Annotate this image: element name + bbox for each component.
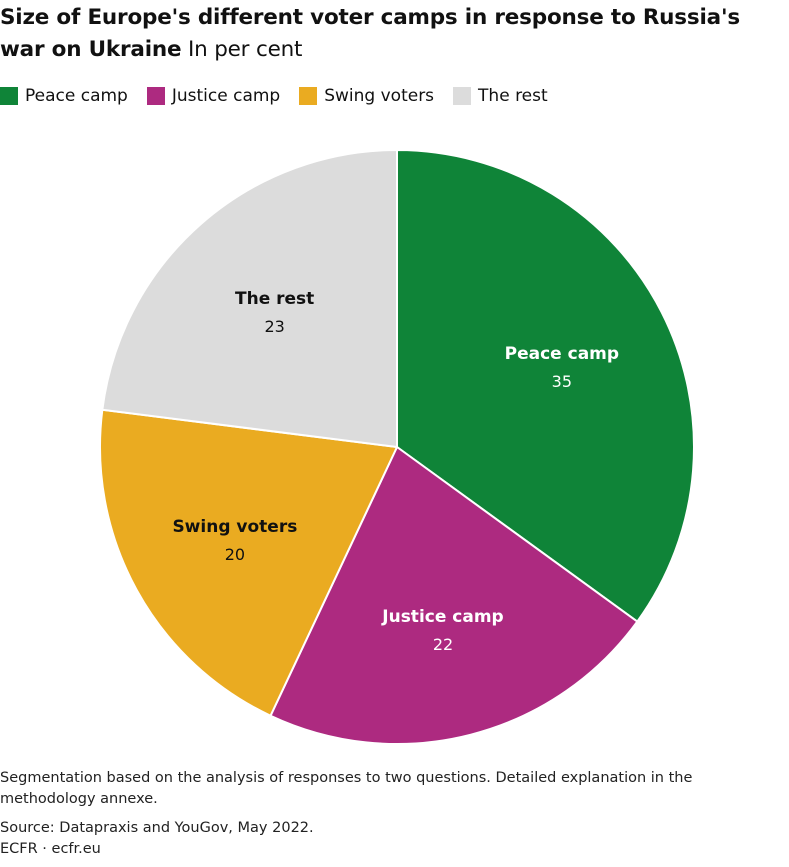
pie-slice-peace-camp — [396, 149, 695, 623]
legend-item: Swing voters — [299, 86, 434, 106]
pie-slice-swing-voters — [99, 408, 398, 717]
slice-value: 22 — [433, 635, 453, 654]
slice-label: Swing voters — [172, 517, 297, 537]
legend-item: The rest — [453, 86, 548, 106]
chart-footer: Segmentation based on the analysis of re… — [0, 768, 789, 860]
legend-label: Swing voters — [324, 86, 435, 106]
chart-title: Size of Europe's different voter camps i… — [0, 5, 740, 62]
legend-item: Justice camp — [146, 86, 281, 106]
pie-chart: Peace camp 35 Justice camp 22 Swing voters 20… — [0, 120, 789, 760]
legend-label: Justice camp — [171, 86, 281, 106]
slice-label: Peace camp — [505, 344, 619, 364]
legend-label: The rest — [478, 86, 548, 106]
legend-label: Peace camp — [25, 86, 128, 106]
legend-item: Peace camp — [0, 86, 128, 106]
legend-swatch — [146, 87, 165, 105]
chart-legend: Peace camp Justice camp Swing voters The re… — [0, 84, 567, 108]
slice-value: 35 — [552, 372, 572, 391]
chart-subtitle: In per cent — [188, 37, 303, 62]
methodology-note: Segmentation based on the analysis of re… — [0, 770, 693, 807]
source-note: Source: Datapraxis and YouGov, May 2022. — [0, 820, 314, 836]
legend-swatch — [299, 87, 318, 105]
pie-slice-the-rest — [101, 149, 398, 448]
credit-note: ECFR · ecfr.eu — [0, 841, 101, 857]
slice-value: 23 — [264, 317, 284, 336]
legend-swatch — [0, 87, 18, 105]
slice-label: Justice camp — [381, 607, 503, 627]
slice-value: 20 — [225, 545, 245, 564]
legend-swatch — [453, 87, 472, 105]
slice-label: The rest — [235, 289, 314, 309]
chart-title-block: Size of Europe's different voter camps i… — [0, 2, 789, 66]
pie-chart-svg: Peace camp 35 Justice camp 22 Swing voters 20… — [99, 149, 695, 745]
